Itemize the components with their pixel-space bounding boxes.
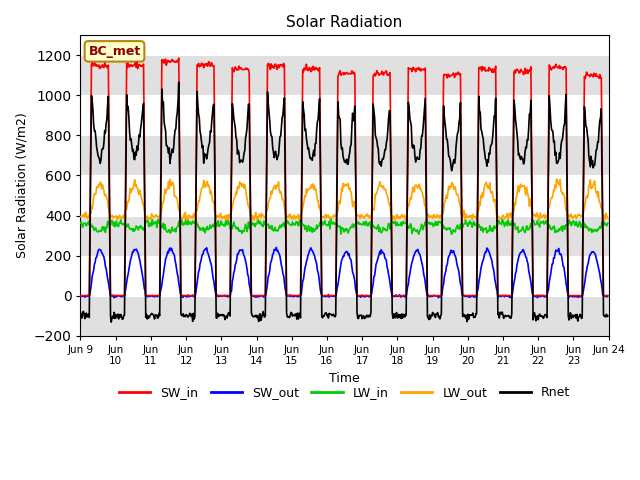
Y-axis label: Solar Radiation (W/m2): Solar Radiation (W/m2) <box>15 113 28 258</box>
Bar <box>81 135 609 176</box>
Bar <box>81 55 609 96</box>
Text: BC_met: BC_met <box>88 45 141 58</box>
Bar <box>81 216 609 255</box>
Title: Solar Radiation: Solar Radiation <box>287 15 403 30</box>
X-axis label: Time: Time <box>329 372 360 385</box>
Legend: SW_in, SW_out, LW_in, LW_out, Rnet: SW_in, SW_out, LW_in, LW_out, Rnet <box>114 382 575 405</box>
Bar <box>81 296 609 336</box>
